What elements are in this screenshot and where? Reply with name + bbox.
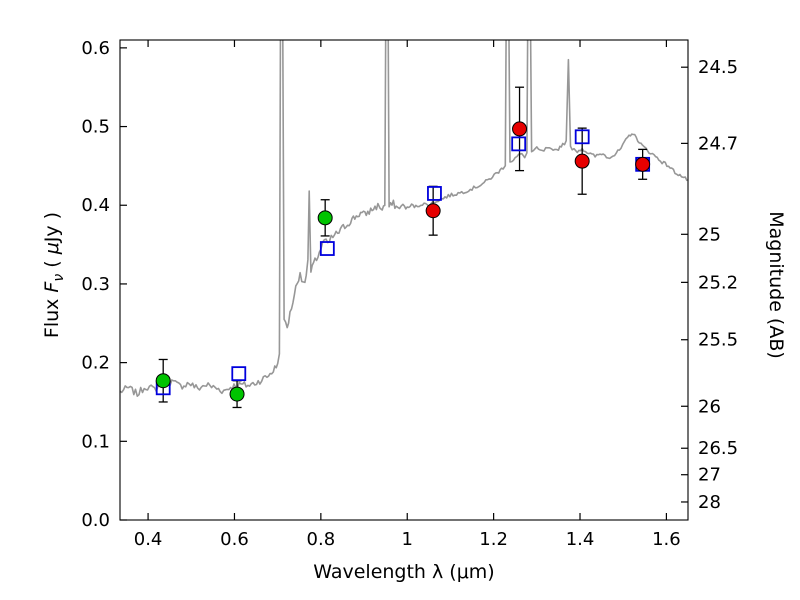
y-tick-label-right: 25.2	[698, 272, 738, 293]
y-tick-label-right: 25.5	[698, 330, 738, 351]
y-tick-label-right: 27	[698, 465, 721, 486]
left-y-axis-label-part: (	[41, 254, 63, 274]
axes-frame	[119, 39, 689, 521]
left-y-axis-label-part: ν	[51, 274, 67, 282]
right-y-axis-label: Magnitude (AB)	[765, 211, 787, 359]
x-tick-label: 0.8	[307, 529, 336, 550]
model-photometry-square	[319, 241, 335, 256]
x-tick-label: 1.2	[479, 529, 508, 550]
spectrum-line	[120, 40, 688, 397]
photometry-point	[635, 156, 651, 172]
x-tick-label: 0.6	[220, 529, 249, 550]
x-axis-label: Wavelength λ (μm)	[313, 561, 494, 583]
photometry-point	[425, 203, 441, 219]
y-tick-label-left: 0.1	[81, 431, 110, 452]
left-y-axis-label-part: Jy )	[41, 212, 63, 243]
left-y-axis-label: Flux Fν ( μJy )	[41, 212, 67, 338]
model-photometry-square	[511, 136, 527, 152]
model-photometry-square	[231, 366, 247, 382]
photometry-point	[229, 386, 245, 402]
y-tick-label-left: 0.4	[81, 195, 110, 216]
model-photometry-square	[427, 186, 442, 201]
photometry-point	[512, 121, 528, 137]
left-y-axis-label-part: F	[41, 281, 63, 293]
y-tick-label-right: 26.5	[698, 438, 738, 459]
photometry-point	[317, 210, 333, 226]
y-tick-label-left: 0.2	[81, 353, 110, 374]
y-tick-label-right: 26	[698, 396, 721, 417]
plot-area	[120, 40, 688, 397]
y-tick-label-right: 28	[698, 492, 721, 513]
left-y-axis-label-part: Flux	[41, 293, 63, 339]
left-y-axis-label-part: μ	[41, 242, 63, 255]
y-tick-label-right: 24.7	[698, 133, 738, 154]
y-tick-label-left: 0.6	[81, 38, 110, 59]
markers-layer	[155, 86, 651, 409]
model-photometry-square	[574, 129, 590, 145]
x-tick-label: 1	[402, 529, 413, 550]
y-tick-label-left: 0.3	[81, 274, 110, 295]
y-tick-label-right: 25	[698, 224, 721, 245]
photometry-point	[574, 153, 590, 169]
x-tick-label: 1.6	[652, 529, 681, 550]
photometry-point	[155, 373, 171, 389]
y-tick-label-right: 24.5	[698, 57, 738, 78]
x-tick-label: 0.4	[134, 529, 163, 550]
y-tick-label-left: 0.0	[81, 510, 110, 531]
y-tick-label-left: 0.5	[81, 117, 110, 138]
x-tick-label: 1.4	[566, 529, 595, 550]
